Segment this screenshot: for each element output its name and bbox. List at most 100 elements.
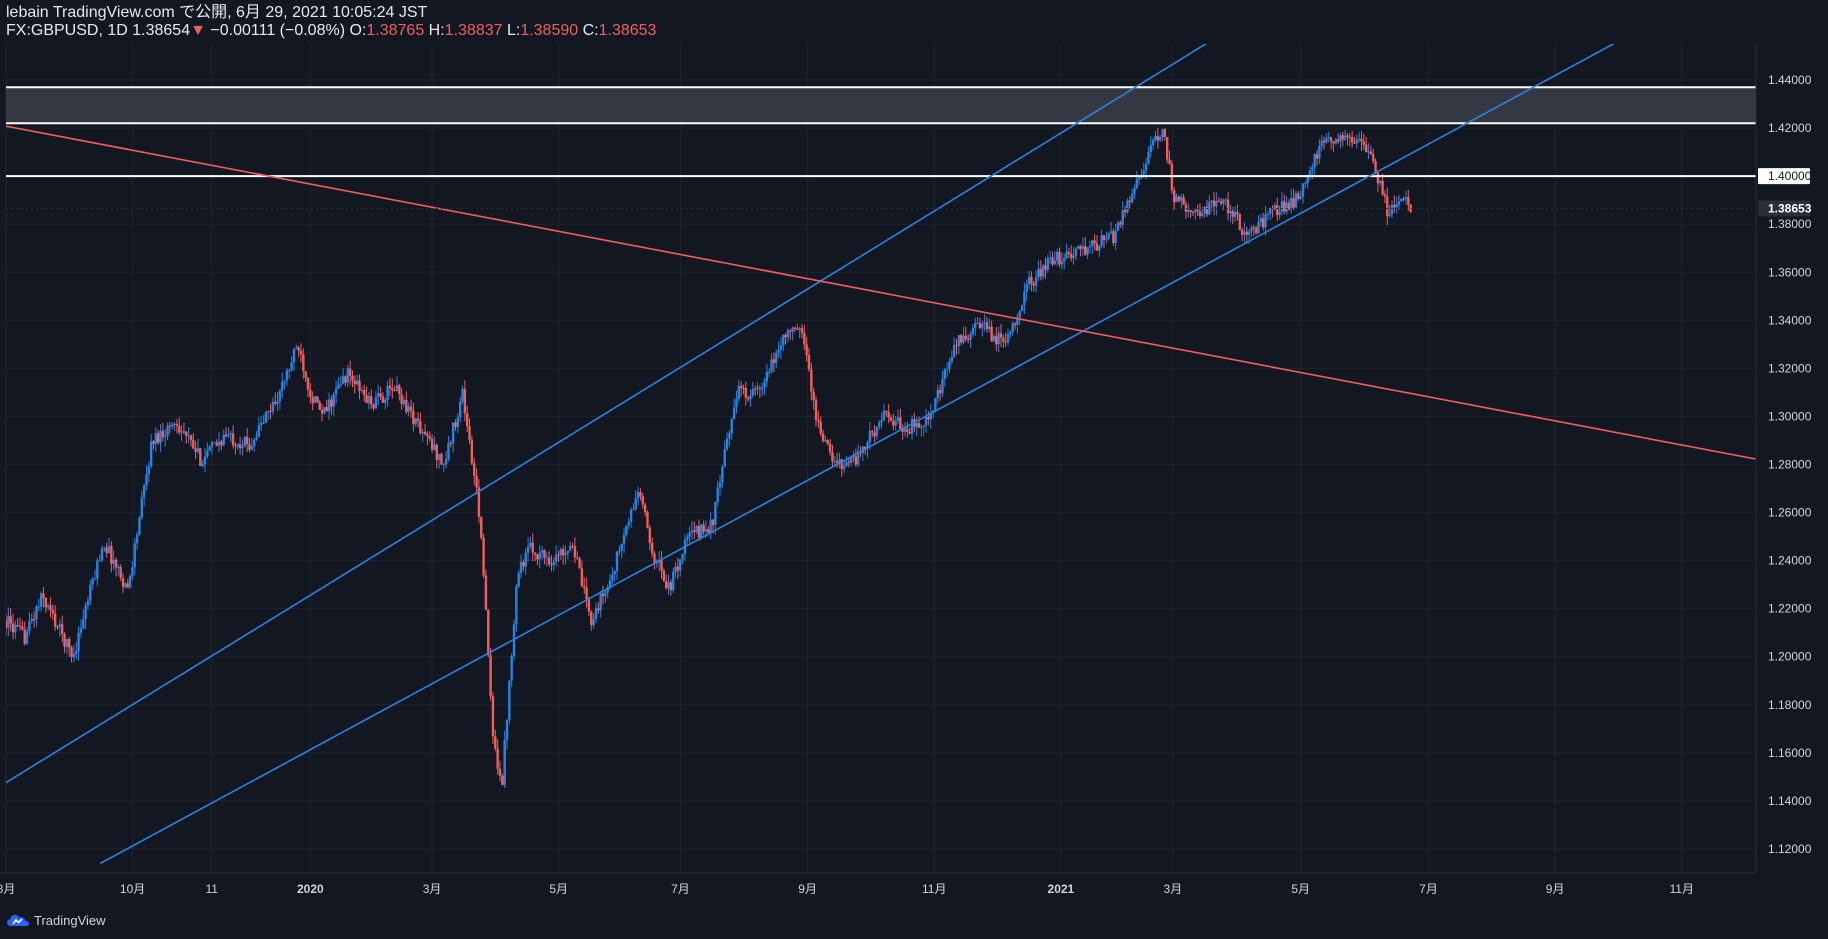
candle-up: [166, 425, 169, 437]
candle-up: [1224, 199, 1227, 201]
candle-up: [1397, 201, 1401, 205]
candle-down: [466, 413, 469, 427]
candle-up: [1278, 211, 1281, 216]
candle-up: [824, 440, 827, 442]
time-axis[interactable]: 8月 10月 11 2020 3月 5月 7月 9月 11月 2021 3月 5月 7月 9月 11月: [0, 882, 1694, 896]
candle-down: [978, 322, 982, 329]
candle-down: [1058, 251, 1061, 265]
candle-up: [1161, 128, 1164, 138]
candle-up: [257, 425, 261, 437]
candle-down: [70, 647, 73, 658]
channel-upper-trendline[interactable]: [4, 37, 1218, 784]
candle-up: [599, 593, 602, 611]
candle-down: [1238, 214, 1241, 230]
candle-down: [178, 425, 181, 433]
candle-down: [985, 322, 989, 330]
candle-up: [1273, 205, 1277, 210]
candle-up: [91, 578, 94, 585]
candle-down: [901, 429, 904, 432]
candle-down: [742, 387, 745, 389]
drawings[interactable]: [4, 37, 1759, 865]
candle-down: [416, 418, 420, 422]
candle-up: [1306, 175, 1309, 183]
candle-down: [318, 401, 321, 410]
candle-down: [821, 433, 825, 441]
candle-down: [274, 402, 277, 404]
candle-down: [812, 391, 815, 401]
candle-up: [1299, 196, 1302, 199]
candle-up: [622, 534, 626, 544]
candle-up: [728, 432, 731, 439]
candle-up: [1175, 196, 1178, 203]
candle-up: [442, 464, 445, 466]
downtrend-trendline[interactable]: [4, 125, 1759, 460]
channel-lower-trendline[interactable]: [99, 39, 1622, 865]
candle-up: [82, 619, 85, 629]
candle-up: [402, 399, 406, 404]
tradingview-cloud-icon: [7, 915, 29, 926]
candle-up: [957, 335, 961, 347]
candle-up: [686, 537, 689, 540]
candle-down: [248, 443, 251, 450]
candle-up: [983, 322, 986, 324]
candle-up: [100, 548, 104, 561]
candle-up: [142, 485, 146, 498]
candle-up: [271, 402, 275, 412]
candle-down: [1128, 200, 1131, 202]
candle-down: [409, 406, 413, 411]
candle-down: [496, 748, 499, 769]
candle-up: [461, 388, 464, 402]
candle-up: [1144, 164, 1148, 171]
candle-up: [866, 442, 869, 449]
candle-down: [1182, 197, 1185, 205]
candle-up: [96, 560, 99, 579]
y-tick-label: 1.24000: [1768, 554, 1812, 568]
candle-down: [1383, 194, 1387, 197]
candle-up: [1308, 170, 1312, 176]
candle-up: [948, 361, 951, 370]
footer[interactable]: TradingView: [6, 910, 106, 930]
candle-up: [1034, 277, 1038, 286]
candle-up: [173, 424, 176, 426]
candle-down: [320, 409, 324, 414]
price-axis[interactable]: 1.12000 1.14000 1.16000 1.18000 1.20000 1.220…: [1758, 73, 1812, 856]
candle-up: [1100, 235, 1103, 246]
candle-down: [470, 439, 474, 464]
candle-up: [833, 461, 836, 463]
candle-down: [643, 504, 647, 513]
candle-down: [995, 335, 998, 345]
candle-down: [309, 389, 312, 398]
candle-down: [1287, 202, 1291, 210]
candle-down: [484, 575, 488, 611]
candle-down: [480, 517, 483, 538]
candle-down: [1292, 198, 1295, 208]
candle-up: [1062, 258, 1066, 262]
candle-down: [475, 475, 478, 488]
candle-up: [974, 323, 977, 328]
candle-down: [121, 577, 125, 587]
candle-up: [632, 509, 635, 511]
candle-down: [711, 519, 715, 526]
candle-down: [316, 396, 319, 402]
candle-up: [222, 434, 225, 446]
candle-up: [1290, 198, 1293, 210]
candle-down: [379, 393, 382, 397]
candle-up: [135, 534, 139, 544]
candle-up: [35, 606, 38, 620]
candle-down: [1376, 172, 1380, 184]
candle-down: [665, 581, 668, 589]
candle-down: [325, 407, 328, 412]
candle-up: [878, 422, 881, 427]
candle-down: [676, 566, 680, 571]
candle-up: [709, 519, 712, 533]
candle-down: [1112, 231, 1115, 243]
candle-down: [9, 616, 12, 624]
candle-down: [1283, 201, 1286, 212]
candle-down: [381, 396, 385, 403]
ohlc-legend: FX:GBPUSD, 1D 1.38654▼ −0.00111 (−0.08%)…: [6, 22, 656, 40]
candle-down: [772, 359, 776, 363]
candle-up: [1105, 238, 1108, 240]
candle-up: [210, 442, 214, 447]
symbol-label[interactable]: FX:GBPUSD, 1D: [6, 22, 128, 39]
